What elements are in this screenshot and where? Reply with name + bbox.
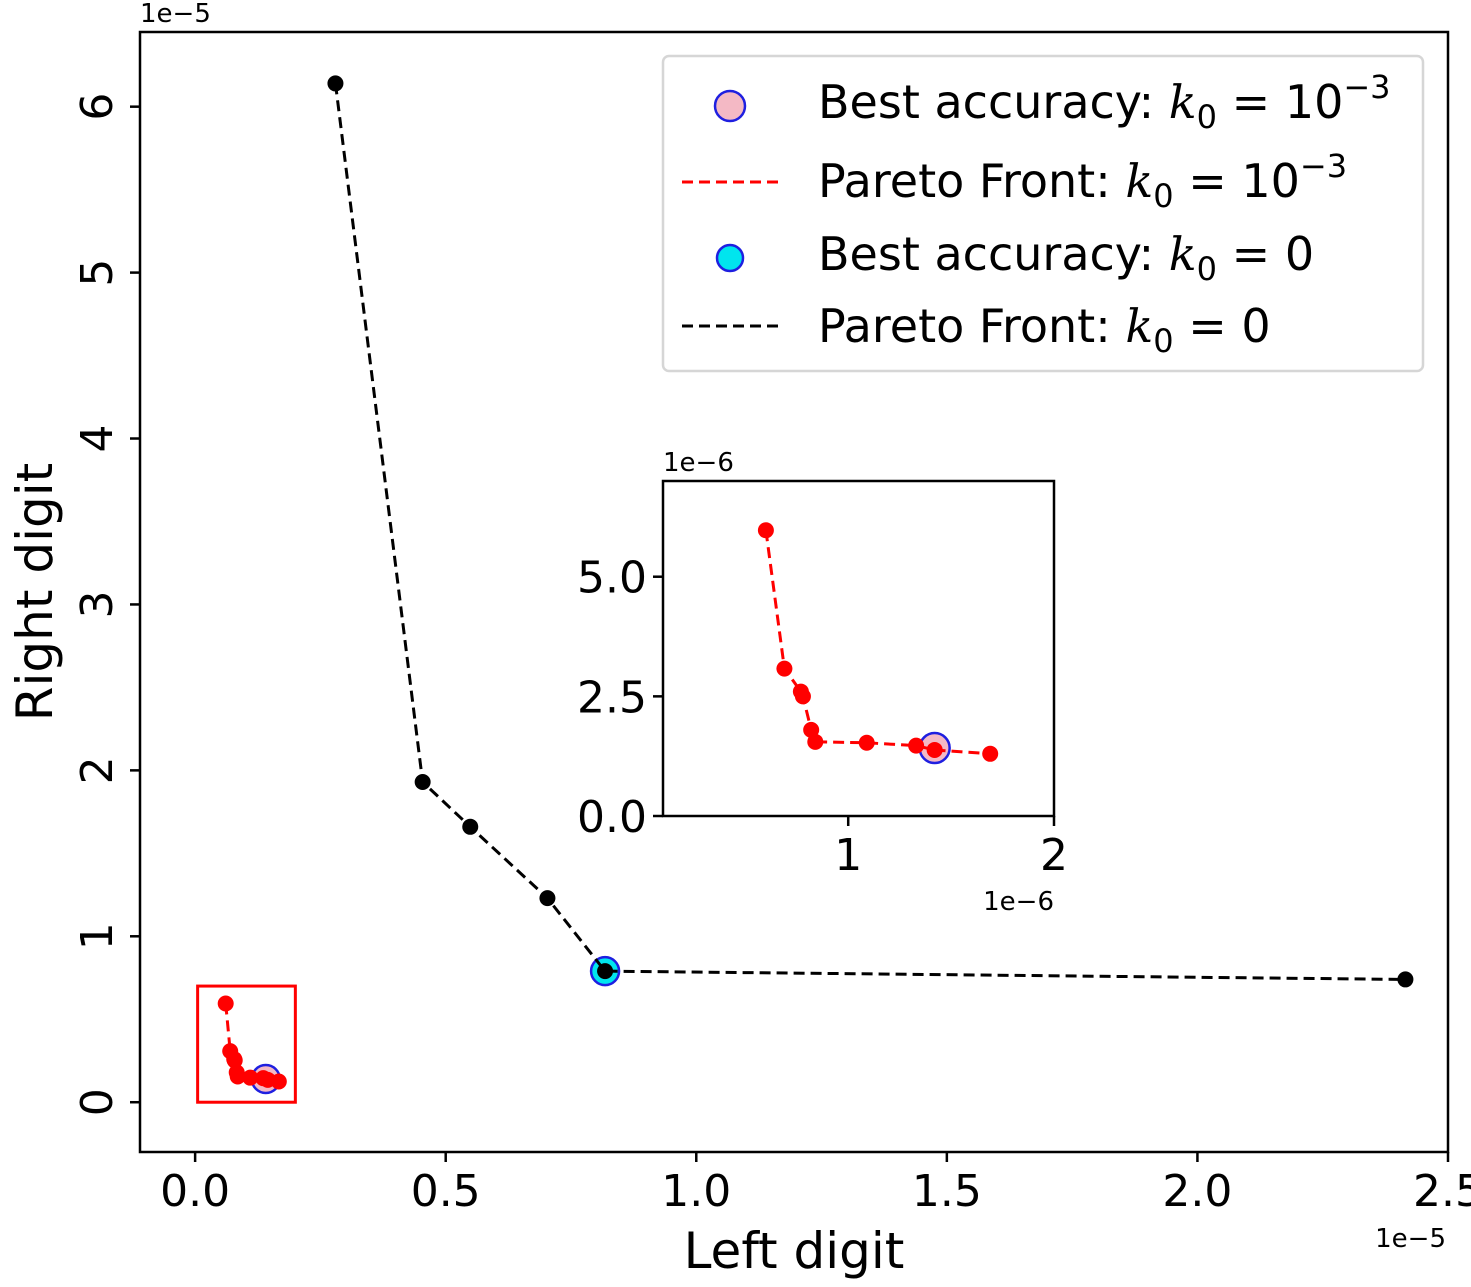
inset-axis-ticks: 1 2 0.0 2.5 5.0 — [577, 553, 1068, 881]
main-data-point-black — [327, 75, 344, 92]
inset-data-point-red — [757, 522, 774, 539]
inset-y-tick-label: 2.5 — [577, 672, 647, 723]
legend-label-best-k0-0: Best accuracy: k0 = 0 — [818, 227, 1314, 288]
main-data-point-black — [462, 818, 479, 835]
main-x-tick-label: 0.0 — [160, 1166, 230, 1217]
main-series-line-black — [333, 83, 1406, 981]
main-y-tick-label: 3 — [72, 590, 123, 618]
main-x-tick-label: 0.5 — [411, 1166, 481, 1217]
inset-plot-frame — [661, 479, 1056, 818]
inset-plot-marks — [757, 522, 999, 765]
main-y-tick-label: 0 — [72, 1088, 123, 1116]
x-axis-title: Left digit — [684, 1222, 905, 1280]
main-y-tick-label: 4 — [72, 425, 123, 453]
main-x-tick-label: 1.0 — [661, 1166, 731, 1217]
main-data-point-red — [242, 1069, 259, 1086]
legend-label-pareto-k0-0: Pareto Front: k0 = 0 — [818, 299, 1271, 360]
legend-marker-best-k0-1e-3 — [713, 89, 747, 123]
legend-label-pareto-k0-1e-3: Pareto Front: k0 = 10−3 — [818, 147, 1347, 215]
main-x-tick-label: 1.5 — [912, 1166, 982, 1217]
main-y-tick-label: 5 — [72, 259, 123, 287]
main-data-point-black — [539, 890, 556, 907]
inset-y-scale-label: 1e−6 — [663, 448, 734, 478]
main-plot-marks — [196, 75, 1414, 1104]
main-data-point-black — [414, 773, 431, 790]
y-scale-label: 1e−5 — [140, 0, 211, 29]
main-data-point-black — [1397, 971, 1414, 988]
inset-data-point-red — [982, 745, 999, 762]
inset-x-scale-label: 1e−6 — [983, 887, 1054, 917]
main-plot-frame — [138, 30, 1450, 1154]
main-data-point-red — [217, 995, 234, 1012]
inset-y-tick-label: 0.0 — [577, 792, 647, 843]
inset-x-tick-label: 1 — [834, 830, 862, 881]
inset-data-point-red — [926, 741, 943, 758]
main-data-point-red — [270, 1073, 287, 1090]
main-data-point-red — [226, 1052, 243, 1069]
legend-marker-best-k0-0 — [715, 243, 745, 273]
main-data-point-black — [597, 963, 614, 980]
legend-box — [661, 54, 1425, 373]
main-data-point-red — [229, 1068, 246, 1085]
main-y-tick-label: 6 — [72, 93, 123, 121]
zoom-box — [196, 984, 297, 1104]
main-x-tick-label: 2.0 — [1162, 1166, 1232, 1217]
inset-data-point-red — [858, 734, 875, 751]
main-axis-ticks: 0.0 0.5 1.0 1.5 2.0 2.5 0 1 2 3 4 5 6 — [72, 93, 1471, 1217]
inset-x-tick-label: 2 — [1040, 830, 1068, 881]
legend-label-best-k0-1e-3: Best accuracy: k0 = 10−3 — [818, 68, 1391, 136]
inset-y-tick-label: 5.0 — [577, 553, 647, 604]
legend: Best accuracy: k0 = 10−3 Pareto Front: k… — [661, 54, 1425, 373]
y-axis-title: Right digit — [6, 463, 64, 721]
inset-data-point-red — [908, 737, 925, 754]
inset-data-point-red — [794, 688, 811, 705]
main-x-tick-label: 2.5 — [1413, 1166, 1471, 1217]
inset-data-point-red — [776, 660, 793, 677]
inset-data-point-red — [807, 733, 824, 750]
main-y-tick-label: 1 — [72, 922, 123, 950]
main-y-tick-label: 2 — [72, 756, 123, 784]
x-scale-label: 1e−5 — [1375, 1224, 1446, 1254]
